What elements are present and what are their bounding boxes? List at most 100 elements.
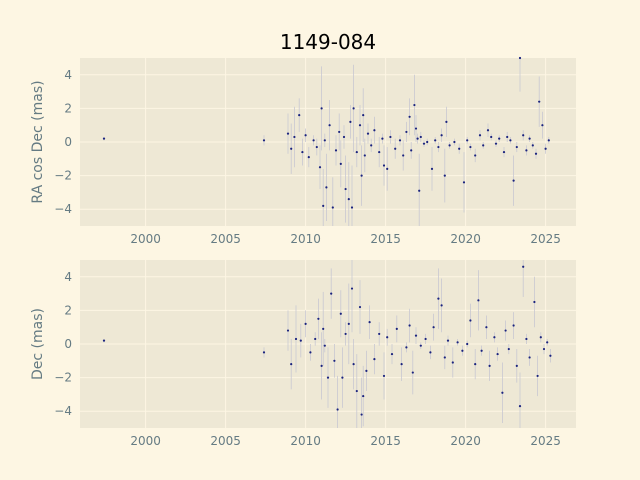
dec-data-point xyxy=(405,346,408,349)
ra-x-tick-label: 2010 xyxy=(290,232,321,246)
dec-data-point xyxy=(400,363,403,366)
dec-data-point xyxy=(440,304,443,307)
ra-data-point xyxy=(426,140,429,144)
dec-data-point xyxy=(320,364,323,367)
ra-data-point xyxy=(515,145,518,149)
dec-x-tick-label: 2015 xyxy=(370,434,401,448)
ra-data-point xyxy=(434,139,437,142)
ra-x-tick-label: 2020 xyxy=(450,232,481,246)
ra-data-point xyxy=(304,134,307,137)
dec-data-point xyxy=(378,332,381,336)
ra-data-point xyxy=(378,150,381,154)
dec-data-point xyxy=(411,371,414,374)
ra-data-point xyxy=(528,137,531,140)
ra-y-tick-label: 2 xyxy=(64,101,72,115)
ra-data-point xyxy=(453,140,456,144)
dec-data-point xyxy=(496,352,499,356)
dec-data-point xyxy=(515,364,518,367)
ra-data-point xyxy=(349,120,352,123)
ra-data-point xyxy=(301,150,304,154)
dec-data-point xyxy=(477,299,480,302)
dec-data-point xyxy=(304,322,307,325)
dec-data-point xyxy=(485,326,488,329)
ra-data-point xyxy=(347,198,350,201)
ra-data-point xyxy=(381,137,384,140)
dec-data-point xyxy=(488,364,491,367)
dec-data-point xyxy=(341,376,344,379)
dec-data-point xyxy=(347,322,350,325)
ra-data-point xyxy=(352,107,355,110)
ra-data-point xyxy=(318,166,322,169)
ra-y-tick-label: −2 xyxy=(54,169,72,183)
dec-data-point xyxy=(368,321,371,324)
ra-data-point xyxy=(498,137,501,140)
ra-data-point xyxy=(512,179,515,182)
dec-data-point xyxy=(333,359,336,362)
dec-data-point xyxy=(102,339,106,342)
dec-data-point xyxy=(432,326,435,329)
ra-x-tick-label: 2015 xyxy=(370,232,401,246)
dec-data-point xyxy=(362,394,365,398)
chart-title: 1149-084 xyxy=(280,30,376,54)
dec-data-point xyxy=(365,369,368,372)
ra-data-point xyxy=(334,149,338,152)
ra-data-point xyxy=(534,152,538,155)
ra-data-point xyxy=(478,134,482,137)
dec-data-point xyxy=(408,324,411,327)
dec-data-point xyxy=(480,349,483,352)
ra-data-point xyxy=(402,154,405,157)
ra-y-axis-label: RA cos Dec (mas) xyxy=(30,80,46,203)
ra-data-point xyxy=(355,150,358,154)
ra-data-point xyxy=(418,189,421,192)
dec-data-point xyxy=(290,363,293,366)
dec-data-point xyxy=(512,324,515,327)
dec-data-point xyxy=(437,297,440,300)
ra-data-point xyxy=(538,100,541,103)
dec-data-point xyxy=(262,351,266,354)
dec-data-point xyxy=(352,363,355,366)
ra-data-point xyxy=(445,120,448,123)
ra-data-point xyxy=(525,149,528,152)
ra-data-point xyxy=(398,139,402,142)
dec-data-point xyxy=(344,332,347,336)
ra-data-point xyxy=(358,124,362,127)
dec-data-point xyxy=(336,408,339,411)
dec-y-tick-label: −2 xyxy=(54,371,72,385)
dec-data-point xyxy=(451,361,454,364)
ra-data-point xyxy=(518,56,522,60)
dec-data-point xyxy=(518,405,522,408)
ra-data-point xyxy=(363,154,366,157)
ra-data-point xyxy=(506,135,509,139)
ra-y-tick-label: −4 xyxy=(54,202,72,216)
ra-data-point xyxy=(482,144,485,147)
ra-data-point xyxy=(474,154,477,157)
ra-data-point xyxy=(373,129,376,132)
ra-data-point xyxy=(386,167,389,170)
dec-data-point xyxy=(360,413,363,416)
ra-data-point xyxy=(394,147,397,150)
ra-data-point xyxy=(320,107,323,110)
dec-data-point xyxy=(507,347,510,351)
dec-data-point xyxy=(461,349,464,352)
ra-data-point xyxy=(362,114,365,117)
ra-data-point xyxy=(339,162,342,165)
dec-data-point xyxy=(323,344,326,347)
ra-data-point xyxy=(469,145,472,149)
ra-data-point xyxy=(509,139,512,142)
dec-x-tick-label: 2005 xyxy=(210,434,241,448)
dec-data-point xyxy=(539,336,542,339)
dec-data-point xyxy=(382,374,386,378)
dec-data-point xyxy=(424,337,427,341)
ra-data-point xyxy=(430,167,434,170)
dec-y-tick-label: −4 xyxy=(54,404,72,418)
dec-data-point xyxy=(390,352,394,356)
ra-data-point xyxy=(328,124,331,127)
dec-data-point xyxy=(317,317,320,320)
dec-y-tick-label: 4 xyxy=(64,270,72,284)
ra-data-point xyxy=(410,149,413,152)
ra-data-point xyxy=(419,135,422,139)
ra-data-point xyxy=(466,139,469,142)
dec-data-point xyxy=(395,327,398,330)
ra-data-point xyxy=(293,135,296,139)
dec-data-point xyxy=(536,374,539,378)
